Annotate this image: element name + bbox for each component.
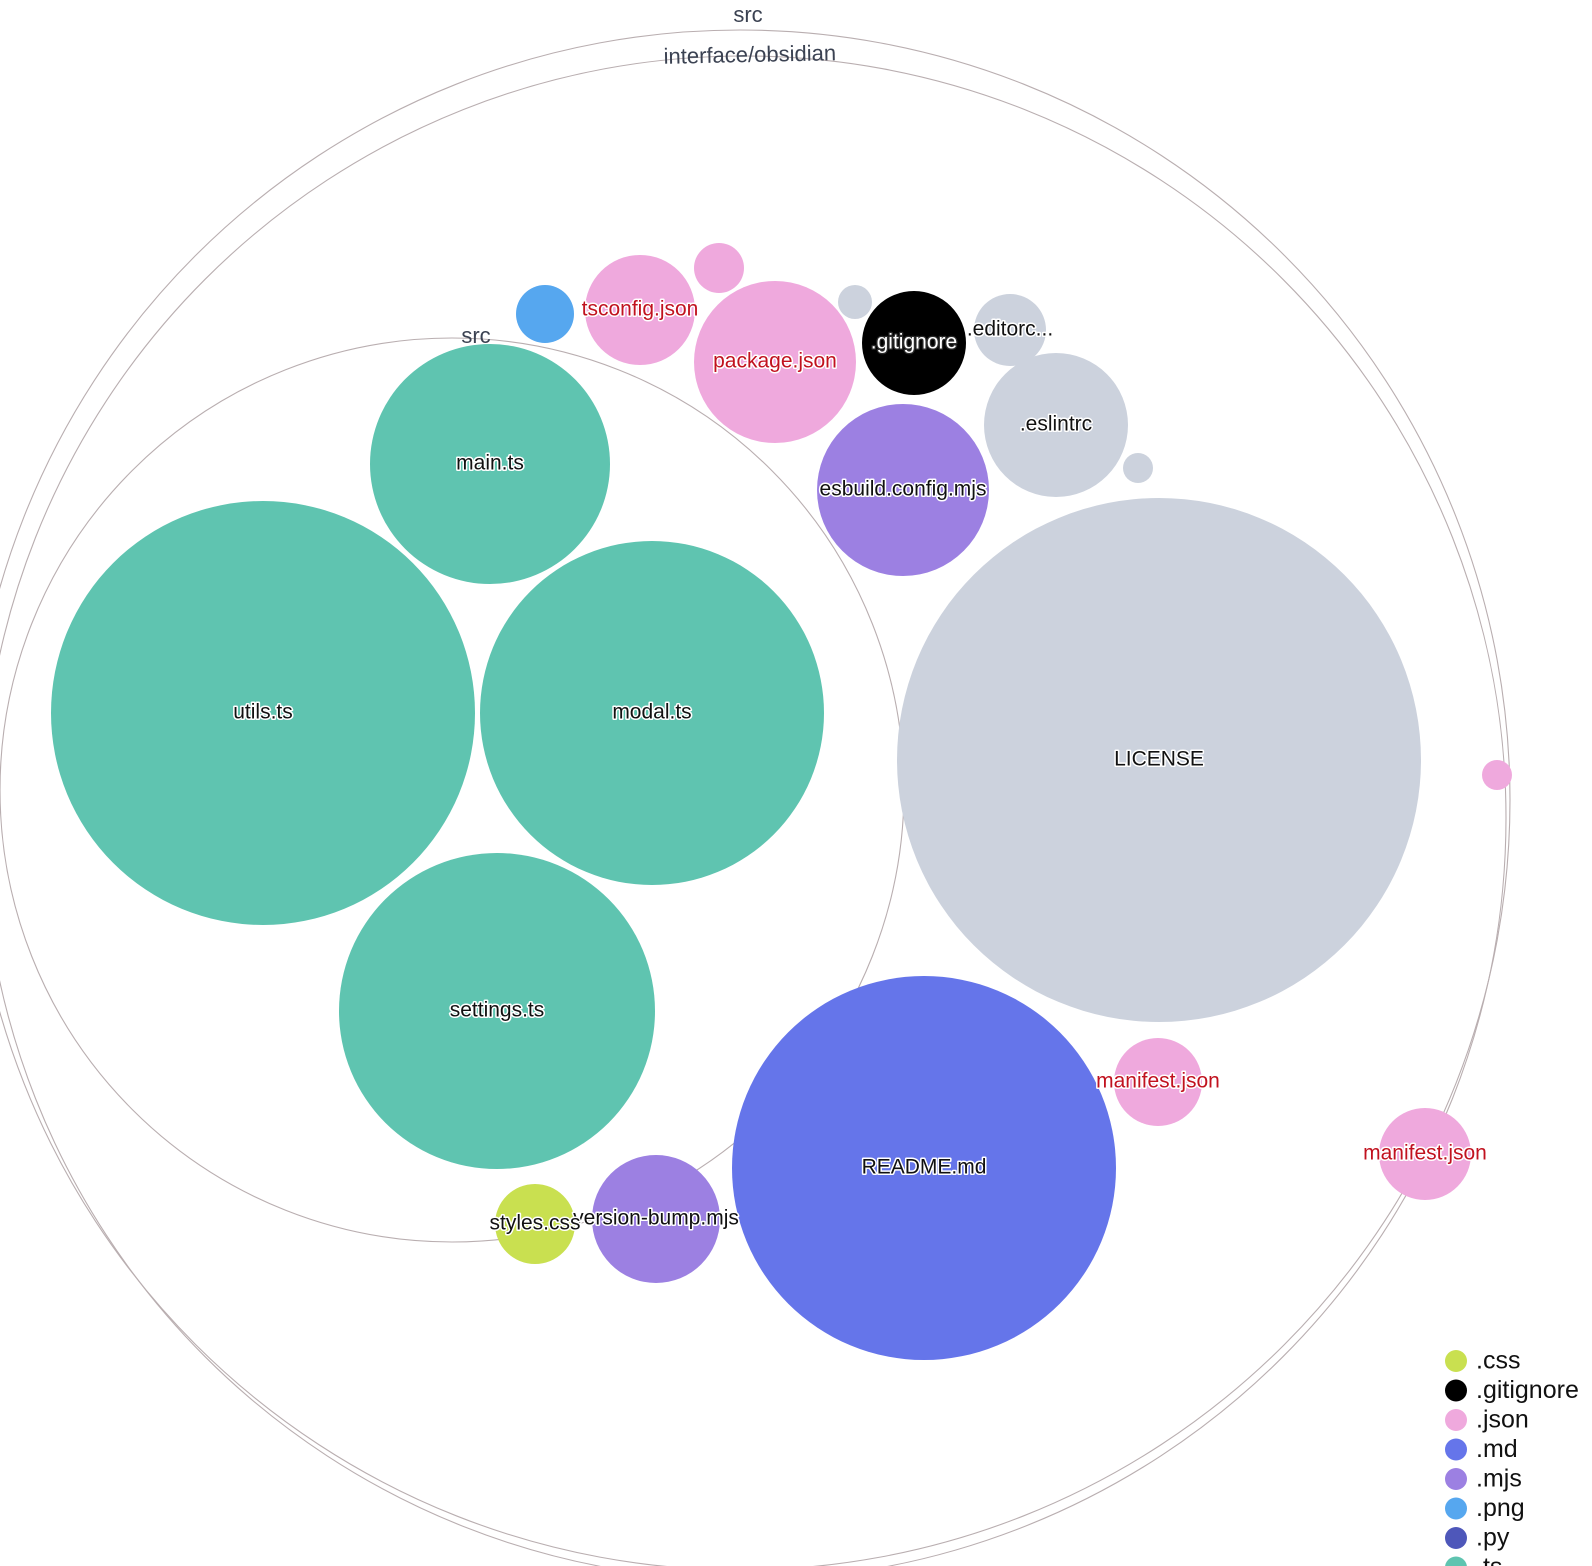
file-circle-.gitignore[interactable] xyxy=(862,291,966,395)
legend-swatch-ts[interactable] xyxy=(1445,1556,1467,1566)
file-circle-small-none-b[interactable] xyxy=(1123,453,1153,483)
legend-label-json: .json xyxy=(1476,1406,1529,1434)
file-label-esbuild.config.mjs: esbuild.config.mjs xyxy=(820,478,987,501)
file-circle-manifest.json-outer[interactable] xyxy=(1379,1108,1471,1200)
legend-label-ts: .ts xyxy=(1476,1553,1502,1566)
file-circle-small-none-a[interactable] xyxy=(838,285,872,319)
file-label-manifest.json-inner: manifest.json xyxy=(1096,1070,1220,1093)
ring-labels-layer: src interface/obsidian src xyxy=(461,2,836,348)
file-label-utils.ts: utils.ts xyxy=(233,701,293,724)
legend-swatch-json[interactable] xyxy=(1445,1409,1467,1431)
legend-label-py: .py xyxy=(1476,1524,1510,1552)
file-label-.eslintrc: .eslintrc xyxy=(1020,413,1092,436)
file-label-tsconfig.json: tsconfig.json xyxy=(582,298,699,321)
legend-swatch-css[interactable] xyxy=(1445,1350,1467,1372)
file-circle-README.md[interactable] xyxy=(732,976,1116,1360)
file-circle-manifest.json-inner[interactable] xyxy=(1114,1038,1202,1126)
file-circle-.eslintrc[interactable] xyxy=(984,353,1128,497)
legend-swatch-py[interactable] xyxy=(1445,1527,1467,1549)
file-label-settings.ts: settings.ts xyxy=(450,999,545,1022)
file-circle-main.ts[interactable] xyxy=(370,344,610,584)
legend: .css.gitignore.json.md.mjs.png.py.ts xyxy=(1445,1347,1579,1566)
file-label-manifest.json-outer: manifest.json xyxy=(1363,1142,1487,1165)
legend-label-png: .png xyxy=(1476,1494,1525,1522)
file-circle-screenshot.png[interactable] xyxy=(516,285,574,343)
file-circle-version-bump.mjs[interactable] xyxy=(592,1155,720,1283)
legend-label-gitignore: .gitignore xyxy=(1476,1376,1579,1404)
ring-interface-obsidian[interactable] xyxy=(0,55,1507,1566)
file-label-.gitignore: .gitignore xyxy=(871,331,957,354)
file-circle-small-json-right[interactable] xyxy=(1482,760,1512,790)
legend-label-css: .css xyxy=(1476,1347,1520,1375)
ring-label-src-outer: src xyxy=(733,2,762,27)
file-label-modal.ts: modal.ts xyxy=(612,701,691,724)
file-label-styles.css: styles.css xyxy=(489,1212,580,1235)
ring-label-interface-obsidian: interface/obsidian xyxy=(663,40,836,69)
file-circle-settings.ts[interactable] xyxy=(339,853,655,1169)
file-circle-package-lock.json[interactable] xyxy=(694,243,744,293)
file-circle-styles.css[interactable] xyxy=(495,1184,575,1264)
file-circles-layer xyxy=(51,243,1512,1360)
file-circle-modal.ts[interactable] xyxy=(480,541,824,885)
file-circle-esbuild.config.mjs[interactable] xyxy=(817,404,989,576)
legend-label-md: .md xyxy=(1476,1435,1518,1463)
legend-swatch-md[interactable] xyxy=(1445,1438,1467,1461)
file-label-package.json: package.json xyxy=(713,350,837,373)
file-label-.editorconfig: .editorc... xyxy=(967,318,1053,341)
file-circle-tsconfig.json[interactable] xyxy=(585,255,695,365)
file-label-main.ts: main.ts xyxy=(456,452,524,475)
ring-label-src-inner: src xyxy=(461,323,490,348)
file-circle-.editorconfig[interactable] xyxy=(974,294,1046,366)
file-label-LICENSE: LICENSE xyxy=(1114,748,1204,771)
file-label-version-bump.mjs: version-bump.mjs xyxy=(573,1207,739,1230)
file-circle-LICENSE[interactable] xyxy=(897,498,1421,1022)
file-circle-package.json[interactable] xyxy=(694,281,856,443)
ring-src-outer[interactable] xyxy=(0,29,1511,1566)
legend-swatch-gitignore[interactable] xyxy=(1445,1379,1467,1402)
file-label-README.md: README.md xyxy=(862,1156,987,1179)
legend-swatch-mjs[interactable] xyxy=(1445,1468,1467,1490)
file-circle-utils.ts[interactable] xyxy=(51,501,475,925)
legend-swatch-png[interactable] xyxy=(1445,1497,1467,1520)
file-labels-layer: utils.ts modal.ts settings.ts main.ts LICENS… xyxy=(232,296,1489,1236)
legend-label-mjs: .mjs xyxy=(1476,1465,1522,1493)
